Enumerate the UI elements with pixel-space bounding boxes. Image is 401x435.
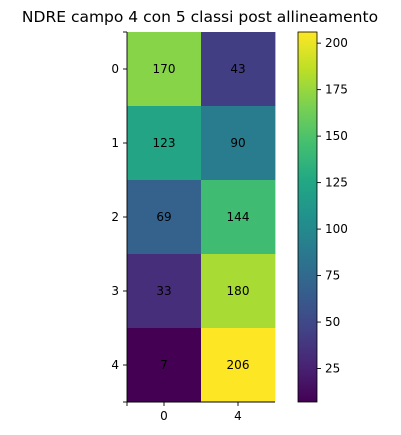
heatmap-cell-2-1 bbox=[201, 180, 276, 255]
cell-value-label-0-1: 43 bbox=[230, 62, 245, 76]
heatmap-cell-3-1 bbox=[201, 254, 276, 329]
heatmap-cell-1-1 bbox=[201, 106, 276, 181]
heatmap-cell-1-0 bbox=[127, 106, 202, 181]
colorbar-tick-label-1: 50 bbox=[325, 315, 340, 329]
colorbar-tick-label-5: 150 bbox=[325, 129, 348, 143]
x-tick-label-1: 4 bbox=[234, 409, 242, 423]
colorbar-tick-label-3: 100 bbox=[325, 222, 348, 236]
y-tick-label-0: 0 bbox=[111, 62, 119, 76]
colorbar-frame bbox=[297, 31, 318, 403]
cell-value-label-2-1: 144 bbox=[227, 210, 250, 224]
colorbar: 25 50 75 100 125 150 175 200 bbox=[297, 31, 348, 403]
heatmap-cell-4-1 bbox=[201, 328, 276, 403]
heatmap-cell-0-0 bbox=[127, 32, 202, 107]
y-tick-label-4: 4 bbox=[111, 358, 119, 372]
cell-value-label-4-0: 7 bbox=[160, 358, 168, 372]
colorbar-gradient bbox=[298, 32, 317, 402]
heatmap-cell-0-1 bbox=[201, 32, 276, 107]
y-tick-label-1: 1 bbox=[111, 136, 119, 150]
cell-value-label-1-0: 123 bbox=[153, 136, 176, 150]
heatmap-cells: 170 43 123 90 69 144 33 180 7 206 bbox=[127, 32, 276, 403]
cell-value-label-4-1: 206 bbox=[227, 358, 250, 372]
chart-title: NDRE campo 4 con 5 classi post allineame… bbox=[22, 8, 378, 26]
cell-value-label-0-0: 170 bbox=[153, 62, 176, 76]
colorbar-tick-label-0: 25 bbox=[325, 362, 340, 376]
colorbar-tick-label-7: 200 bbox=[325, 36, 348, 50]
y-tick-label-2: 2 bbox=[111, 210, 119, 224]
heatmap-cell-4-0 bbox=[127, 328, 202, 403]
heatmap-cell-3-0 bbox=[127, 254, 202, 329]
cell-value-label-2-0: 69 bbox=[156, 210, 171, 224]
heatmap-cell-2-0 bbox=[127, 180, 202, 255]
cell-value-label-1-1: 90 bbox=[230, 136, 245, 150]
x-tick-label-0: 0 bbox=[160, 409, 168, 423]
colorbar-tick-label-6: 175 bbox=[325, 83, 348, 97]
colorbar-tick-label-4: 125 bbox=[325, 176, 348, 190]
colorbar-tick-label-2: 75 bbox=[325, 269, 340, 283]
cell-value-label-3-1: 180 bbox=[227, 284, 250, 298]
y-tick-label-3: 3 bbox=[111, 284, 119, 298]
cell-value-label-3-0: 33 bbox=[156, 284, 171, 298]
